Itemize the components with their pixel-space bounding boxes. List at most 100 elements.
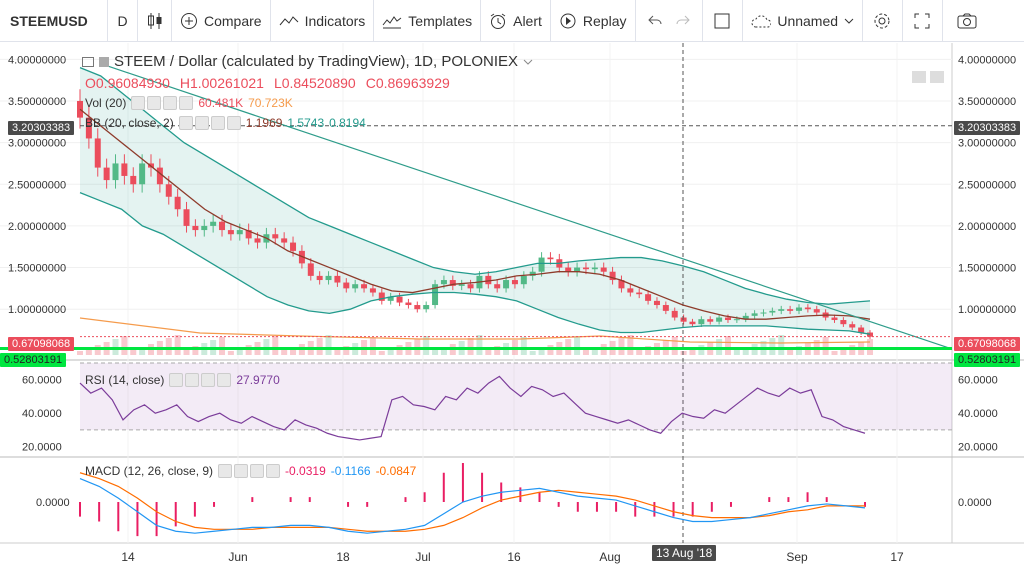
candle-body — [432, 284, 439, 306]
candle-body — [396, 296, 403, 303]
chart-area[interactable]: 4.00000000 4.00000000 3.50000000 3.50000000… — [0, 43, 1024, 579]
candle-body — [334, 275, 341, 283]
bb-band-fill — [80, 67, 870, 335]
support-price-right: 0.52803191 — [954, 353, 1021, 367]
expand-icon — [914, 13, 930, 28]
candle-body — [183, 209, 190, 226]
volume-bar — [423, 336, 430, 355]
indicator-buttons[interactable] — [178, 116, 241, 130]
candle-body — [645, 294, 652, 301]
alarm-clock-icon — [490, 13, 506, 29]
bb-label: BB (20, close, 2) — [85, 116, 174, 130]
candle-body — [449, 280, 456, 286]
last-price-left: 0.67098068 — [8, 337, 75, 351]
candle-body — [849, 324, 856, 328]
candle-body — [423, 305, 430, 310]
square-icon — [714, 13, 730, 28]
scroll-down-icon[interactable] — [930, 71, 944, 83]
undo-icon[interactable] — [647, 15, 662, 27]
macd-tick-label-left: 0.0000 — [36, 497, 70, 509]
candle-body — [201, 225, 208, 231]
candle-body — [582, 267, 589, 270]
indicator-buttons[interactable] — [169, 373, 232, 387]
price-tick-label-left: 1.00000000 — [8, 304, 66, 316]
rsi-tick-label-right: 40.0000 — [958, 408, 998, 420]
chart-canvas[interactable]: 4.00000000 4.00000000 3.50000000 3.50000000… — [0, 43, 1024, 579]
volume-bar — [769, 338, 776, 355]
settings-button[interactable] — [863, 0, 903, 42]
scroll-down-icon[interactable] — [912, 71, 926, 83]
volume-bar — [334, 349, 341, 355]
camera-icon — [957, 13, 976, 28]
bb-legend[interactable]: BB (20, close, 2) 1.1969 1.5743 0.8194 — [85, 116, 366, 130]
volume-bar — [645, 346, 652, 355]
rsi-tick-label-left: 40.0000 — [22, 408, 62, 420]
compare-button[interactable]: Compare — [172, 0, 271, 42]
chevron-down-icon[interactable] — [523, 59, 533, 65]
candle-body — [352, 284, 359, 289]
candle-body — [867, 332, 873, 337]
rsi-legend[interactable]: RSI (14, close) 27.9770 — [85, 373, 280, 387]
replay-button[interactable]: Replay — [551, 0, 636, 42]
layout-name: Unnamed — [777, 12, 839, 29]
candle-body — [600, 267, 607, 272]
gear-icon — [874, 13, 890, 28]
volume-bar — [325, 335, 332, 355]
layout-button[interactable]: Unnamed — [743, 0, 863, 42]
candle-body — [130, 175, 137, 185]
candle-body — [325, 275, 332, 281]
volume-ma-value: 70.723K — [248, 96, 293, 110]
candle-body — [520, 275, 527, 285]
volume-bar — [227, 351, 234, 355]
volume-bar — [591, 347, 598, 355]
candle-body — [574, 267, 581, 272]
macd-tick-label-right: 0.0000 — [958, 497, 992, 509]
volume-bar — [77, 351, 83, 355]
alert-label: Alert — [513, 12, 542, 29]
indicator-buttons[interactable] — [218, 464, 281, 478]
time-tick-label: Sep — [786, 550, 808, 564]
candle-body — [485, 275, 492, 285]
volume-legend[interactable]: Vol (20) 60.481K 70.723K — [85, 96, 293, 110]
candle-body — [156, 167, 163, 185]
candle-body — [858, 327, 865, 333]
collapse-icon[interactable] — [82, 56, 94, 67]
close-value: C0.86963929 — [365, 75, 450, 91]
snapshot-button[interactable] — [943, 0, 991, 42]
volume-bar — [618, 338, 625, 355]
candle-body — [165, 184, 172, 197]
alert-button[interactable]: Alert — [481, 0, 551, 42]
macd-legend[interactable]: MACD (12, 26, close, 9) -0.0319 -0.1166 … — [85, 464, 416, 478]
symbol-search[interactable]: STEEMUSD — [0, 0, 108, 42]
cloud-icon — [751, 14, 771, 27]
indicator-buttons[interactable] — [131, 96, 194, 110]
redo-icon[interactable] — [676, 15, 690, 27]
candle-body — [254, 238, 261, 243]
volume-bar — [582, 350, 589, 355]
candle-body — [440, 280, 447, 285]
rsi-value: 27.9770 — [236, 373, 280, 387]
indicators-button[interactable]: Indicators — [271, 0, 375, 42]
price-tick-label-right: 3.50000000 — [958, 96, 1016, 108]
templates-button[interactable]: Templates — [374, 0, 482, 42]
chart-type-button[interactable] — [138, 0, 172, 42]
candle-body — [369, 288, 376, 293]
candle-body — [840, 320, 847, 325]
volume-bar — [343, 346, 350, 355]
volume-bar — [689, 348, 696, 355]
rsi-tick-label-right: 60.0000 — [958, 375, 998, 387]
fullscreen-square-button[interactable] — [703, 0, 743, 42]
candle-body — [627, 288, 634, 293]
volume-bar — [192, 346, 199, 355]
fullscreen-button[interactable] — [903, 0, 943, 42]
interval-button[interactable]: D — [108, 0, 138, 42]
price-tick-label-right: 2.00000000 — [958, 221, 1016, 233]
candle-body — [795, 307, 802, 311]
price-tick-label-right: 3.00000000 — [958, 138, 1016, 150]
templates-icon — [382, 15, 402, 28]
volume-bar — [565, 339, 572, 355]
time-tick-label: 14 — [121, 550, 135, 564]
time-tick-label: 16 — [507, 550, 521, 564]
candle-body — [662, 305, 669, 311]
candle-body — [689, 321, 696, 325]
